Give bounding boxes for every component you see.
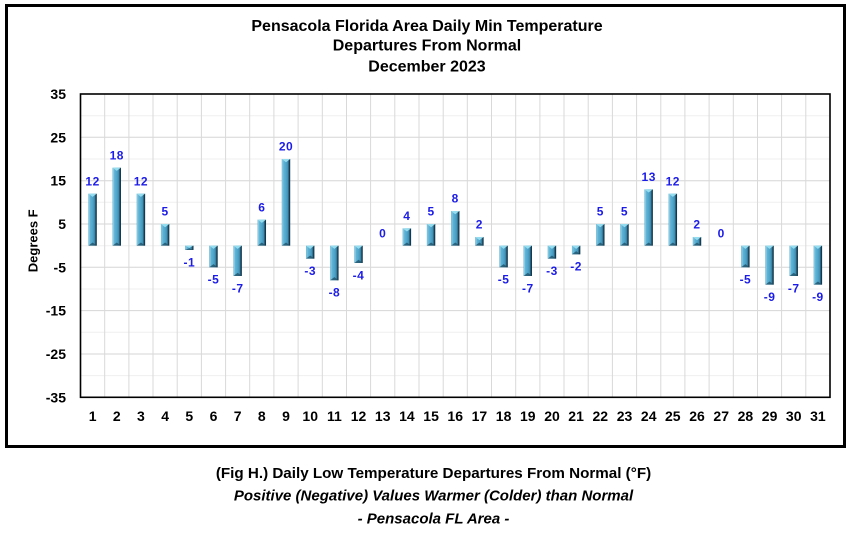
svg-text:-5: -5 — [208, 273, 220, 287]
svg-text:22: 22 — [593, 408, 609, 424]
svg-text:9: 9 — [282, 408, 290, 424]
svg-text:8: 8 — [258, 408, 266, 424]
svg-text:11: 11 — [327, 408, 342, 424]
svg-text:29: 29 — [762, 408, 778, 424]
svg-text:7: 7 — [234, 408, 242, 424]
svg-text:5: 5 — [162, 205, 169, 219]
svg-text:12: 12 — [351, 408, 367, 424]
svg-text:26: 26 — [689, 408, 705, 424]
svg-text:5: 5 — [428, 205, 435, 219]
svg-text:5: 5 — [597, 205, 604, 219]
svg-text:-3: -3 — [546, 264, 558, 278]
svg-text:0: 0 — [379, 226, 386, 240]
svg-text:16: 16 — [447, 408, 463, 424]
svg-text:-3: -3 — [304, 264, 316, 278]
svg-text:20: 20 — [279, 140, 293, 154]
svg-text:December 2023: December 2023 — [368, 59, 486, 76]
svg-text:5: 5 — [185, 408, 193, 424]
svg-text:15: 15 — [423, 408, 439, 424]
svg-text:35: 35 — [50, 86, 66, 102]
svg-text:12: 12 — [666, 174, 680, 188]
svg-text:13: 13 — [642, 170, 656, 184]
svg-text:- Pensacola FL Area -: - Pensacola FL Area - — [358, 511, 510, 528]
svg-text:31: 31 — [810, 408, 826, 424]
svg-text:-5: -5 — [498, 273, 510, 287]
svg-text:21: 21 — [568, 408, 584, 424]
svg-text:4: 4 — [161, 408, 169, 424]
svg-text:18: 18 — [110, 148, 124, 162]
svg-text:-5: -5 — [740, 273, 752, 287]
svg-text:-25: -25 — [46, 346, 66, 362]
svg-text:Departures From Normal: Departures From Normal — [333, 38, 522, 55]
svg-text:1: 1 — [89, 408, 97, 424]
svg-text:20: 20 — [544, 408, 560, 424]
svg-text:-7: -7 — [788, 281, 800, 295]
svg-text:6: 6 — [210, 408, 218, 424]
svg-text:Pensacola Florida Area Daily M: Pensacola Florida Area Daily Min Tempera… — [251, 18, 602, 35]
svg-text:-15: -15 — [46, 303, 66, 319]
svg-text:-9: -9 — [812, 290, 824, 304]
svg-text:25: 25 — [50, 129, 66, 145]
svg-text:19: 19 — [520, 408, 536, 424]
svg-text:10: 10 — [302, 408, 318, 424]
svg-text:-2: -2 — [570, 260, 582, 274]
svg-text:4: 4 — [403, 209, 410, 223]
svg-text:-1: -1 — [183, 255, 195, 269]
svg-text:-35: -35 — [46, 389, 66, 405]
svg-text:12: 12 — [85, 174, 99, 188]
svg-text:2: 2 — [476, 218, 483, 232]
svg-text:2: 2 — [113, 408, 121, 424]
svg-text:Positive (Negative) Values War: Positive (Negative) Values Warmer (Colde… — [234, 488, 634, 505]
svg-text:5: 5 — [58, 216, 66, 232]
svg-text:Degrees F: Degrees F — [26, 209, 41, 272]
svg-text:14: 14 — [399, 408, 415, 424]
svg-text:23: 23 — [617, 408, 633, 424]
svg-text:25: 25 — [665, 408, 681, 424]
svg-text:13: 13 — [375, 408, 391, 424]
svg-text:6: 6 — [258, 200, 265, 214]
svg-text:(Fig H.) Daily Low Temperature: (Fig H.) Daily Low Temperature Departure… — [216, 465, 651, 482]
svg-text:0: 0 — [718, 226, 725, 240]
svg-text:-5: -5 — [54, 259, 67, 275]
svg-text:-4: -4 — [353, 268, 365, 282]
svg-text:5: 5 — [621, 205, 628, 219]
svg-text:2: 2 — [693, 218, 700, 232]
svg-text:18: 18 — [496, 408, 512, 424]
svg-text:-7: -7 — [232, 281, 244, 295]
svg-text:-8: -8 — [329, 286, 341, 300]
svg-text:27: 27 — [713, 408, 729, 424]
svg-text:30: 30 — [786, 408, 802, 424]
svg-text:12: 12 — [134, 174, 148, 188]
svg-text:24: 24 — [641, 408, 657, 424]
svg-text:15: 15 — [50, 173, 66, 189]
svg-text:3: 3 — [137, 408, 145, 424]
svg-text:-9: -9 — [764, 290, 776, 304]
svg-text:8: 8 — [452, 192, 459, 206]
svg-text:28: 28 — [738, 408, 754, 424]
svg-text:17: 17 — [472, 408, 488, 424]
svg-text:-7: -7 — [522, 281, 534, 295]
